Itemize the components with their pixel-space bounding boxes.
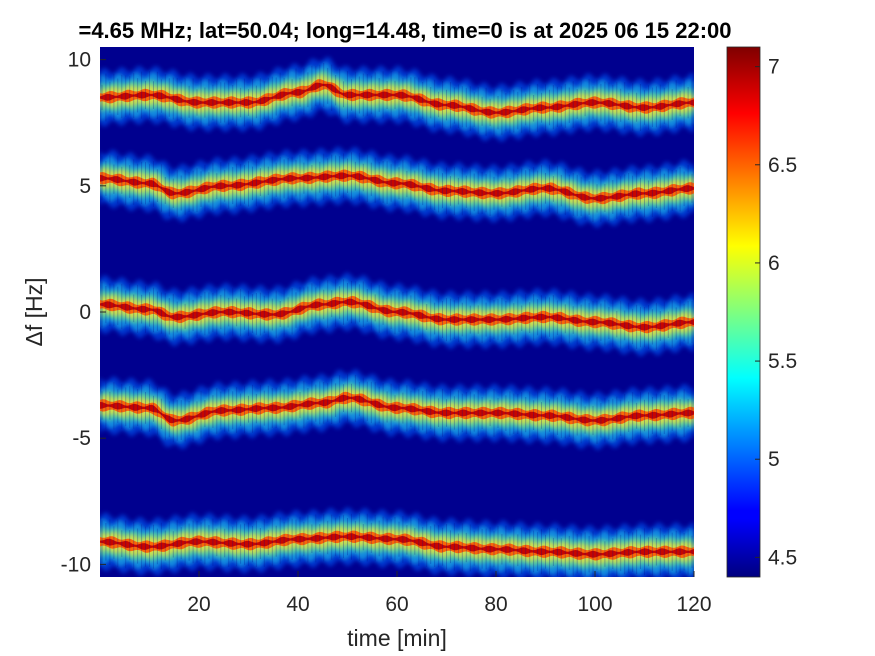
trace-band [100,146,694,228]
colorbar-ticks: 7 6.5 6 5.5 5 4.5 [755,56,797,569]
trace-band [100,272,694,357]
colorbar-tick-label: 5.5 [768,350,797,373]
y-tick-label: 10 [68,49,91,72]
x-tick-label: 20 [187,593,210,616]
y-tick-label: 0 [79,301,91,324]
colorbar-tick-label: 4.5 [768,546,797,569]
trace-band [100,507,694,577]
trace-layer [100,295,694,334]
colorbar-tick-label: 5 [768,448,780,471]
trace-layer [100,298,694,331]
trace-layer [100,82,694,116]
colorbar [726,46,761,578]
x-tick-label: 80 [484,593,507,616]
trace-speckle [101,373,693,445]
colorbar-tick-label: 7 [768,56,780,79]
y-tick-label: -10 [61,553,91,576]
chart-title: =4.65 MHz; lat=50.04; long=14.48, time=0… [78,18,731,43]
trace-layer [100,172,694,202]
trace-band [100,369,694,450]
y-axis-ticks: 10 5 0 -5 -10 [61,49,106,576]
y-axis-label: Δf [Hz] [21,277,47,346]
x-tick-label: 40 [286,593,309,616]
x-tick-label: 120 [676,593,711,616]
trace-layer [100,394,694,424]
trace-band [100,56,694,142]
y-tick-label: 5 [79,175,91,198]
colorbar-tick-label: 6.5 [768,154,797,177]
colorbar-tick-label: 6 [768,252,780,275]
trace-layer [100,533,694,558]
x-tick-label: 100 [577,593,612,616]
trace-speckle [101,513,693,577]
x-axis-ticks: 20 40 60 80 100 120 [187,571,712,616]
x-axis-label: time [min] [347,625,447,651]
y-tick-label: -5 [72,427,91,450]
spectral-traces [100,56,694,577]
trace-layer [100,169,694,205]
trace-speckle [101,63,693,137]
trace-speckle [101,152,693,223]
trace-speckle [101,279,693,350]
x-tick-label: 60 [385,593,408,616]
